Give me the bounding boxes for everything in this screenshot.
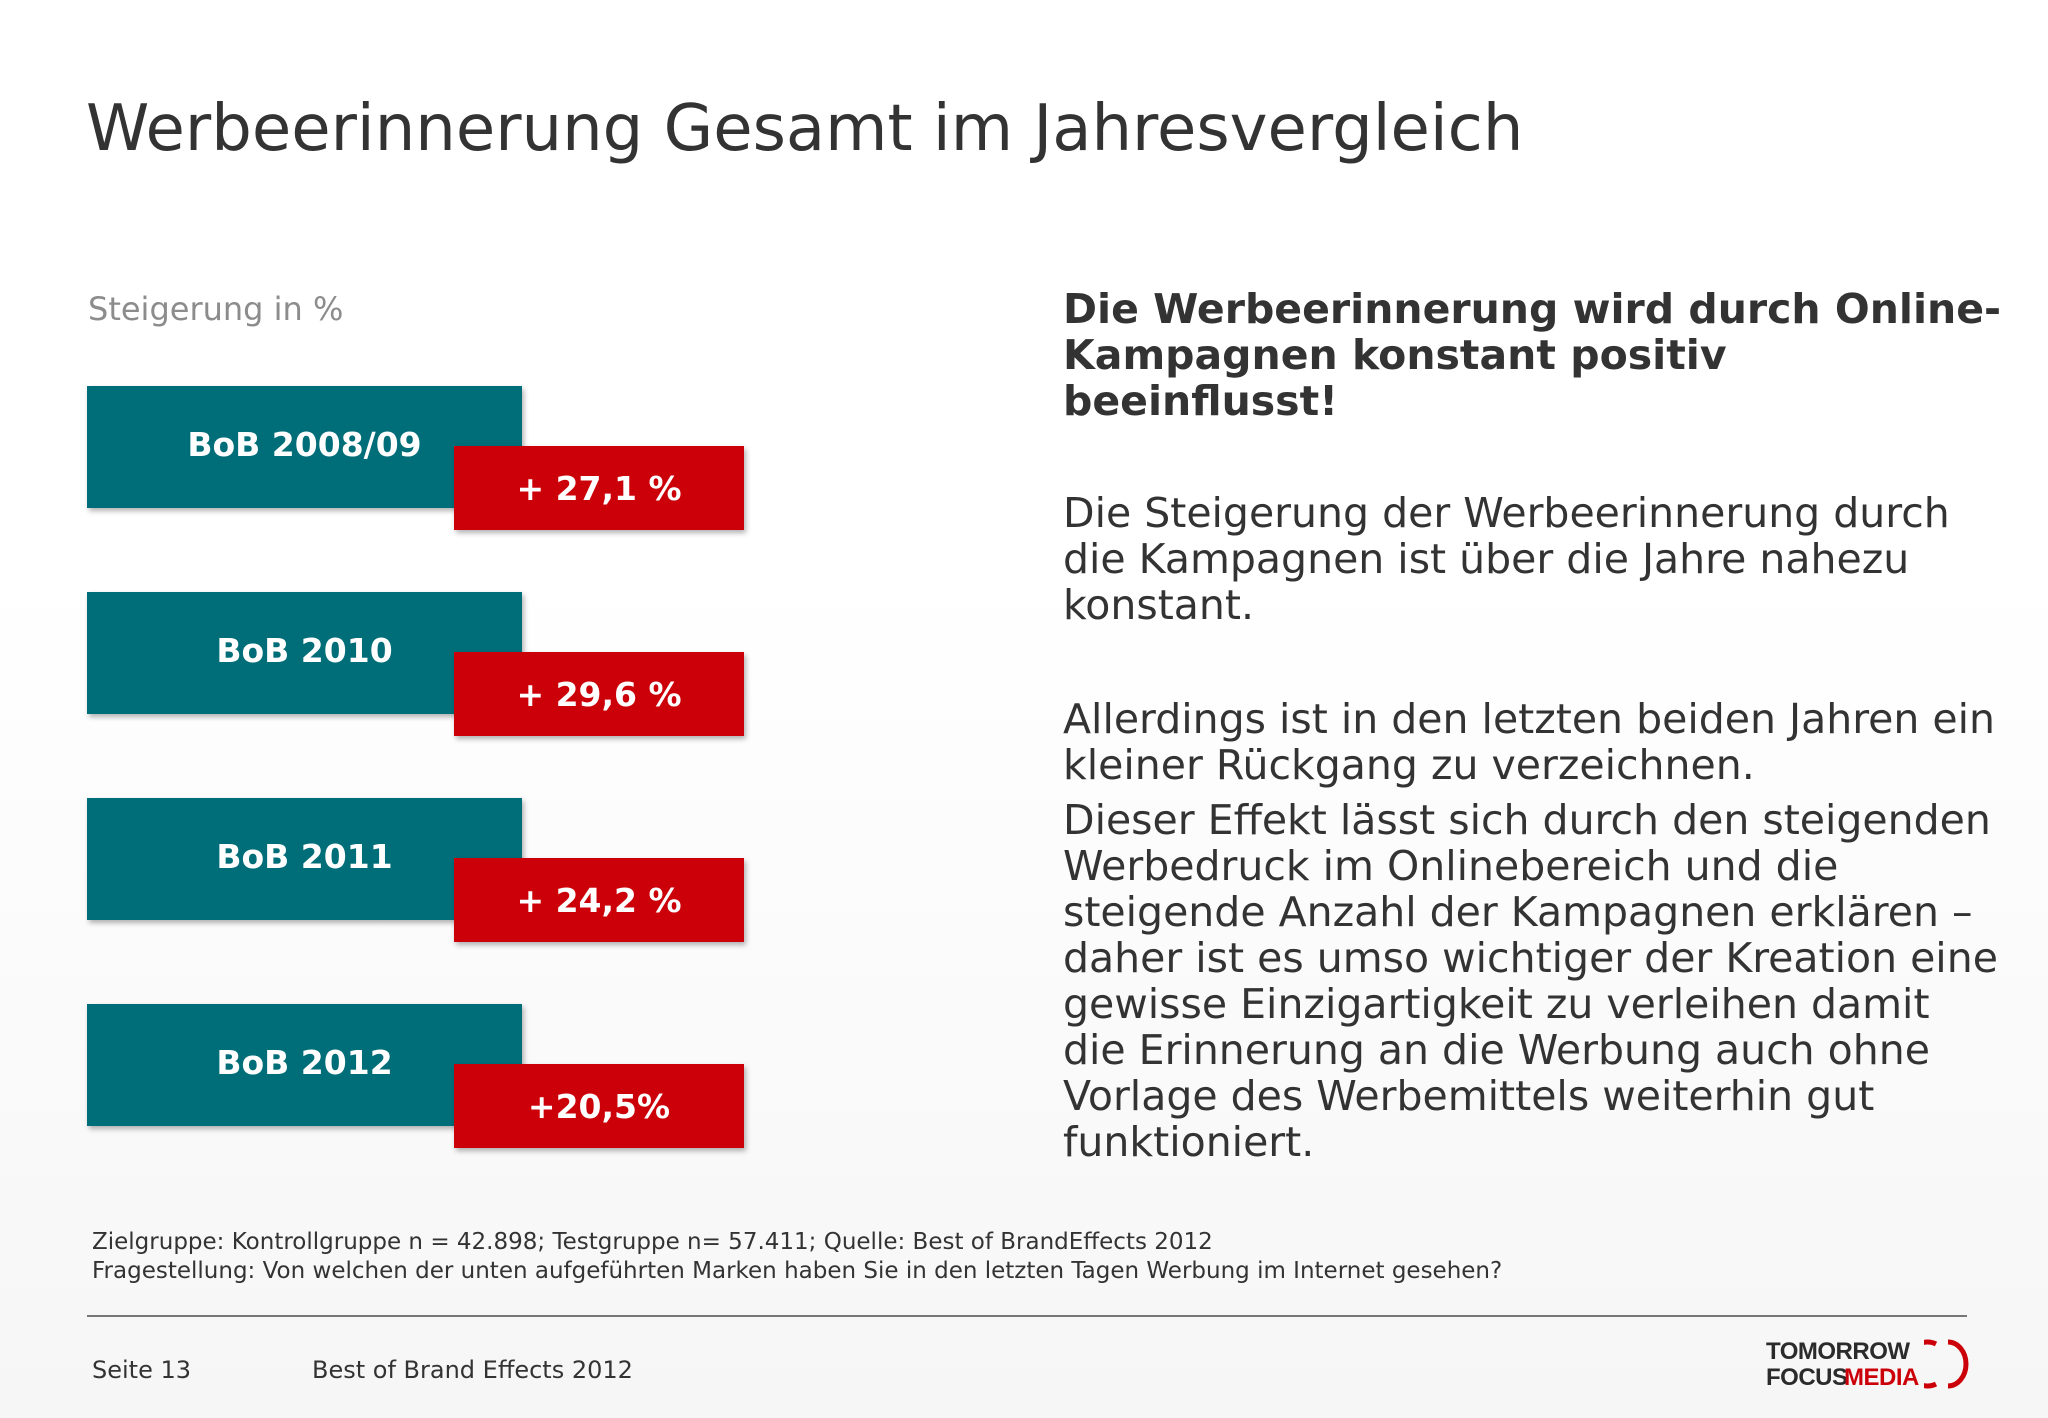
- footnote-target-group: Zielgruppe: Kontrollgruppe n = 42.898; T…: [92, 1229, 1213, 1255]
- body-paragraph-1: Die Steigerung der Werbeerinnerung durch…: [1063, 489, 1950, 629]
- document-title: Best of Brand Effects 2012: [312, 1356, 633, 1384]
- increase-value-box: + 29,6 %: [454, 652, 744, 736]
- logo-ring-icon: [1924, 1339, 1969, 1389]
- year-label-box: BoB 2008/09: [87, 386, 522, 508]
- logo-text-focus: FOCUS: [1766, 1364, 1848, 1391]
- increase-value-box: +20,5%: [454, 1064, 744, 1148]
- page-number: Seite 13: [92, 1356, 192, 1384]
- footnote: Zielgruppe: Kontrollgruppe n = 42.898; T…: [92, 1228, 1502, 1286]
- body-paragraph-2: Allerdings ist in den letzten beiden Jah…: [1063, 695, 1995, 789]
- comparison-entry-2008-09: BoB 2008/09 + 27,1 %: [87, 386, 747, 546]
- logo-text-tomorrow: TOMORROW: [1766, 1338, 1910, 1365]
- year-label-box: BoB 2011: [87, 798, 522, 920]
- increase-value-box: + 27,1 %: [454, 446, 744, 530]
- year-label-box: BoB 2012: [87, 1004, 522, 1126]
- footnote-question: Fragestellung: Von welchen der unten auf…: [92, 1258, 1503, 1284]
- increase-value-box: + 24,2 %: [454, 858, 744, 942]
- comparison-entry-2012: BoB 2012 +20,5%: [87, 1004, 747, 1164]
- comparison-entry-2011: BoB 2011 + 24,2 %: [87, 798, 747, 958]
- chart-subtitle: Steigerung in %: [88, 290, 344, 328]
- body-paragraph-3: Dieser Effekt lässt sich durch den steig…: [1063, 796, 1998, 1166]
- year-label-box: BoB 2010: [87, 592, 522, 714]
- page-title: Werbeerinnerung Gesamt im Jahresvergleic…: [86, 92, 1524, 166]
- key-message-headline: Die Werbeerinnerung wird durch Online-Ka…: [1063, 285, 2002, 425]
- footer-divider: [87, 1315, 1967, 1317]
- comparison-entry-2010: BoB 2010 + 29,6 %: [87, 592, 747, 752]
- logo-text-media: MEDIA: [1844, 1364, 1919, 1391]
- tomorrow-focus-media-logo: TOMORROW FOCUS MEDIA: [1766, 1338, 1976, 1396]
